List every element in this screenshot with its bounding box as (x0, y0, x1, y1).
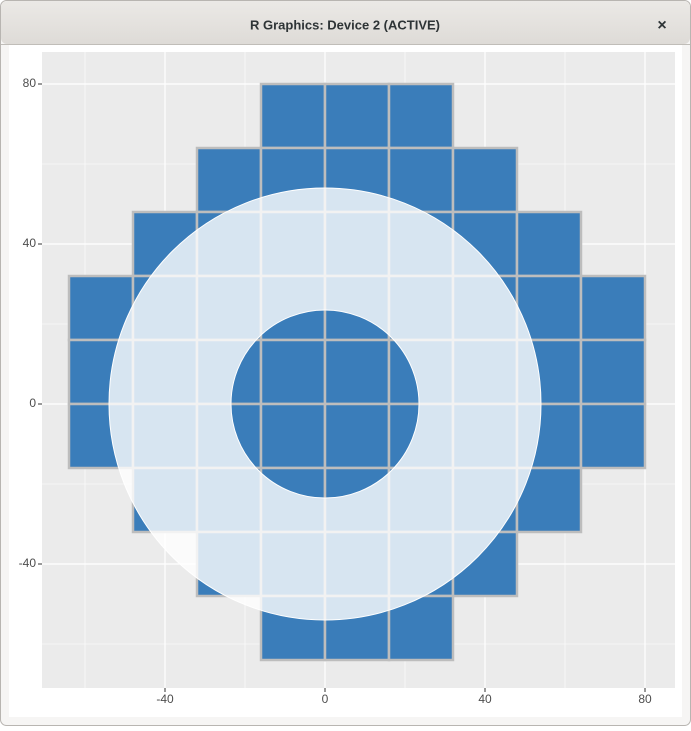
y-tick-label: 0 (29, 396, 36, 410)
y-tick-label: -40 (19, 556, 37, 570)
tile (515, 210, 583, 278)
title-bar (1, 1, 690, 44)
x-tick-label: -40 (156, 692, 174, 706)
tile (323, 338, 391, 406)
tile (259, 82, 327, 150)
annulus (108, 187, 542, 621)
tile (451, 146, 519, 214)
tile (323, 82, 391, 150)
window-title: R Graphics: Device 2 (ACTIVE) (250, 17, 440, 32)
tile (259, 402, 327, 470)
x-tick-label: 40 (478, 692, 492, 706)
close-button[interactable]: × (657, 17, 666, 34)
x-tick-label: 0 (322, 692, 329, 706)
tile (579, 274, 647, 342)
tile (579, 338, 647, 406)
x-tick-label: 80 (638, 692, 652, 706)
tile (579, 402, 647, 470)
y-tick-label: 40 (23, 236, 37, 250)
tile (259, 338, 327, 406)
y-tick-label: 80 (23, 76, 37, 90)
tile (387, 82, 455, 150)
tile (323, 402, 391, 470)
